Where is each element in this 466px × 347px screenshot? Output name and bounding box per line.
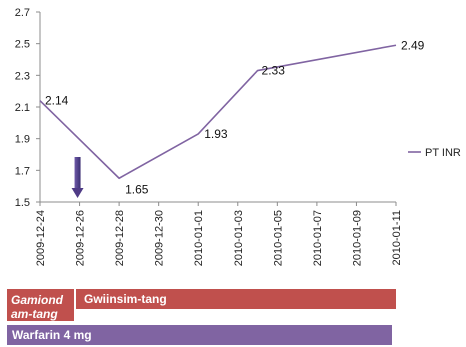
inr-line-chart: 1.51.71.92.12.32.52.7 2009-12-24 2009-12-…: [15, 7, 461, 266]
series-pt-inr: [39, 44, 397, 180]
treatment-bar-herbal: Gamiond am-tang Gwiinsim-tang: [7, 289, 396, 321]
segment-a-line1: Gamiond: [11, 293, 64, 307]
segment-gamiondam-tang: Gamiond am-tang: [7, 289, 76, 321]
y-tick-label: 2.3: [15, 70, 30, 82]
warfarin-label: Warfarin 4 mg: [12, 328, 92, 342]
x-tick-label: 2009-12-26: [75, 210, 87, 266]
x-tick-label: 2010-01-09: [351, 210, 363, 266]
data-label: 2.14: [45, 94, 69, 108]
segment-a-line2: am-tang: [11, 307, 58, 321]
chart-axes: [39, 12, 396, 203]
data-label: 2.33: [262, 64, 286, 78]
x-tick-label: 2010-01-11: [391, 210, 403, 265]
arrow-shaft: [74, 157, 81, 190]
x-axis-ticks: 2009-12-24 2009-12-26 2009-12-28 2009-12-30…: [35, 202, 403, 266]
y-tick-label: 2.5: [15, 39, 30, 51]
arrow-marker: [71, 157, 84, 198]
data-label: 2.49: [401, 38, 425, 52]
y-tick-label: 1.9: [15, 134, 30, 146]
y-tick-label: 1.7: [15, 165, 30, 177]
x-tick-label: 2009-12-30: [154, 210, 166, 266]
x-tick-label: 2010-01-01: [193, 210, 205, 266]
arrow-head: [71, 188, 84, 198]
data-labels: 2.14 1.65 1.93 2.33 2.49: [45, 38, 425, 196]
y-tick-label: 2.1: [15, 102, 30, 114]
x-tick-label: 2010-01-07: [312, 210, 324, 266]
segment-gwiinsim-tang: Gwiinsim-tang: [84, 292, 167, 306]
treatment-bar-warfarin: Warfarin 4 mg: [7, 325, 392, 345]
y-tick-label: 2.7: [15, 7, 30, 19]
data-label: 1.65: [125, 182, 149, 196]
data-label: 1.93: [204, 127, 228, 141]
series-line-pt-inr: [39, 44, 397, 180]
x-tick-label: 2010-01-05: [272, 210, 284, 266]
y-tick-label: 1.5: [15, 197, 30, 209]
x-tick-label: 2009-12-28: [114, 210, 126, 266]
legend-label: PT INR: [425, 147, 461, 159]
legend: PT INR: [408, 147, 461, 159]
x-tick-label: 2010-01-03: [233, 210, 245, 266]
y-axis-ticks: 1.5 1.7 1.9 2.1 2.3 2.5 2.7: [15, 7, 40, 209]
x-tick-label: 2009-12-24: [35, 210, 47, 266]
